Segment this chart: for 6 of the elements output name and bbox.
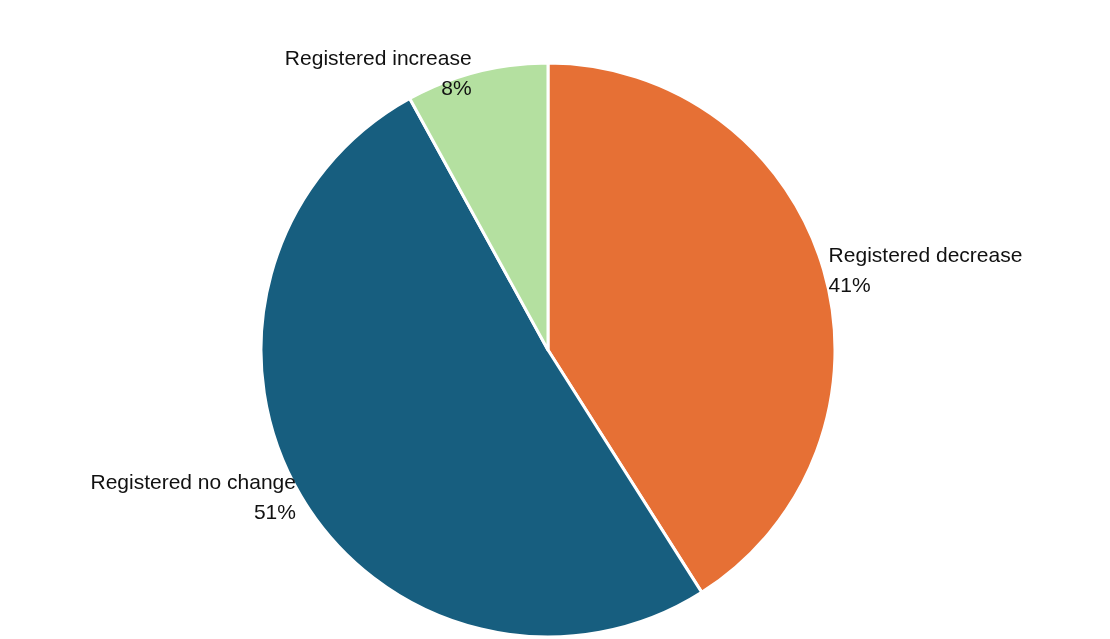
- slice-label: Registered increase: [284, 45, 472, 69]
- data-label: 51%: [253, 499, 296, 523]
- data-label: 8%: [441, 75, 472, 99]
- slice-label: Registered decrease: [828, 243, 1023, 267]
- slice-label: Registered no change: [90, 469, 296, 493]
- data-label: 41%: [828, 273, 871, 297]
